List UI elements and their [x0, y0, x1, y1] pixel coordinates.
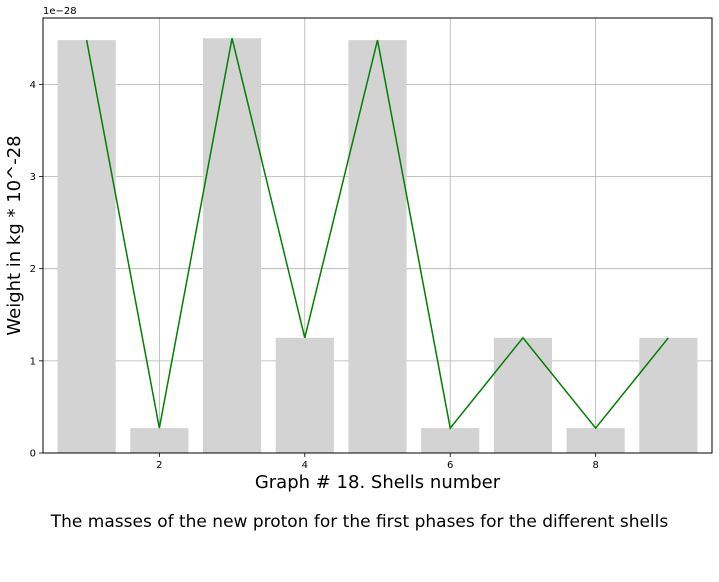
bar	[275, 337, 334, 453]
x-axis-label: Graph # 18. Shells number	[255, 472, 501, 493]
bar-series	[57, 38, 698, 454]
x-tick-label: 6	[447, 460, 453, 471]
bar	[639, 337, 698, 453]
x-tick-label: 2	[156, 460, 162, 471]
y-offset-label: 1e−28	[43, 6, 77, 17]
bar	[566, 428, 625, 453]
bar	[421, 428, 480, 453]
plot-frame	[42, 17, 713, 454]
bar	[493, 337, 553, 453]
y-tick-label: 2	[30, 264, 36, 275]
y-tick-label: 3	[30, 172, 36, 183]
x-tick-label: 4	[302, 460, 308, 471]
line-series	[85, 38, 669, 430]
y-tick-label: 4	[30, 80, 36, 91]
x-tick-label: 8	[592, 460, 598, 471]
y-tick-label: 0	[30, 449, 36, 460]
y-axis-label: Weight in kg * 10^-28	[4, 135, 25, 335]
y-tick-label: 1	[30, 356, 36, 367]
bar	[202, 38, 262, 454]
bar	[57, 40, 116, 453]
chart: 2 4 6 8 0 1 2 3 4 1e−28 Graph # 18. Shells numbe…	[4, 6, 713, 493]
line-series-path	[85, 38, 669, 430]
bar	[348, 40, 407, 453]
bar	[130, 428, 189, 453]
axis-ticks: 2 4 6 8 0 1 2 3 4	[30, 80, 599, 471]
figure-caption: The masses of the new proton for the fir…	[50, 512, 669, 532]
